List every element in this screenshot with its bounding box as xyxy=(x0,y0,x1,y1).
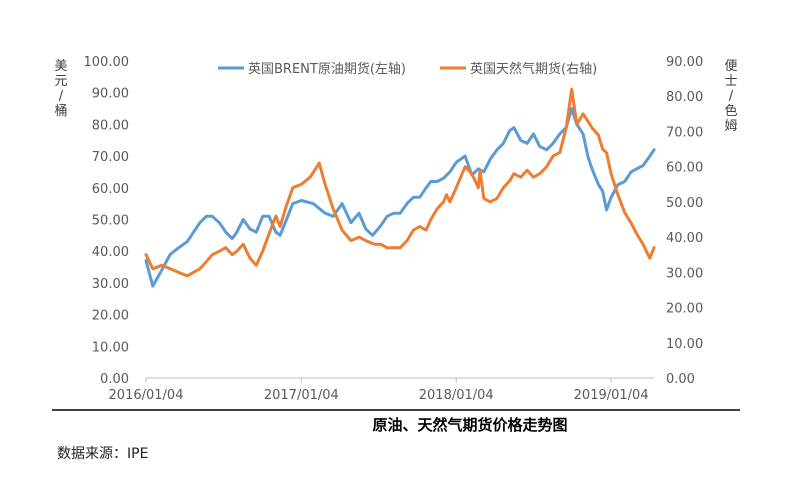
left-tick-label: 80.00 xyxy=(92,118,129,133)
right-tick-label: 30.00 xyxy=(666,266,703,281)
right-tick-label: 50.00 xyxy=(666,196,703,211)
right-tick-label: 10.00 xyxy=(666,337,703,352)
right-tick-label: 20.00 xyxy=(666,302,703,317)
x-tick-label: 2019/01/04 xyxy=(574,388,649,403)
right-tick-label: 90.00 xyxy=(666,55,703,70)
right-tick-label: 70.00 xyxy=(666,125,703,140)
left-tick-label: 30.00 xyxy=(92,277,129,292)
right-tick-label: 80.00 xyxy=(666,90,703,105)
left-tick-label: 90.00 xyxy=(92,87,129,102)
left-tick-label: 10.00 xyxy=(92,340,129,355)
legend-label: 英国BRENT原油期货(左轴) xyxy=(248,61,406,77)
left-tick-label: 40.00 xyxy=(92,245,129,260)
series-layer xyxy=(144,87,656,288)
left-axis-ticks: 0.00 10.00 20.00 30.00 40.00 50.00 60.00 70.00 8… xyxy=(84,55,130,387)
source-note: 数据来源：IPE xyxy=(57,446,148,462)
legend-label: 英国天然气期货(右轴) xyxy=(470,61,597,77)
left-tick-label: 60.00 xyxy=(92,182,129,197)
legend: 英国BRENT原油期货(左轴) 英国天然气期货(右轴) xyxy=(218,61,597,77)
left-axis-label: 美元/桶 xyxy=(54,59,67,119)
series-line-brent xyxy=(144,107,656,288)
right-tick-label: 0.00 xyxy=(666,372,695,387)
right-axis-label: 便士/色姆 xyxy=(724,59,737,134)
x-tick-label: 2018/01/04 xyxy=(419,388,494,403)
left-tick-label: 20.00 xyxy=(92,309,129,324)
right-tick-label: 60.00 xyxy=(666,161,703,176)
x-tick-label: 2016/01/04 xyxy=(109,388,184,403)
left-tick-label: 0.00 xyxy=(100,372,129,387)
left-tick-label: 50.00 xyxy=(92,214,129,229)
x-axis-ticks: 2016/01/04 2017/01/04 2018/01/04 2019/01/04 xyxy=(109,378,649,403)
left-tick-label: 70.00 xyxy=(92,150,129,165)
series-line-gas xyxy=(144,87,656,278)
left-tick-label: 100.00 xyxy=(84,55,130,70)
chart-title: 原油、天然气期货价格走势图 xyxy=(372,416,567,434)
right-tick-label: 40.00 xyxy=(666,231,703,246)
right-axis-ticks: 0.00 10.00 20.00 30.00 40.00 50.00 60.00 70.00 8… xyxy=(666,55,703,387)
x-tick-label: 2017/01/04 xyxy=(264,388,339,403)
